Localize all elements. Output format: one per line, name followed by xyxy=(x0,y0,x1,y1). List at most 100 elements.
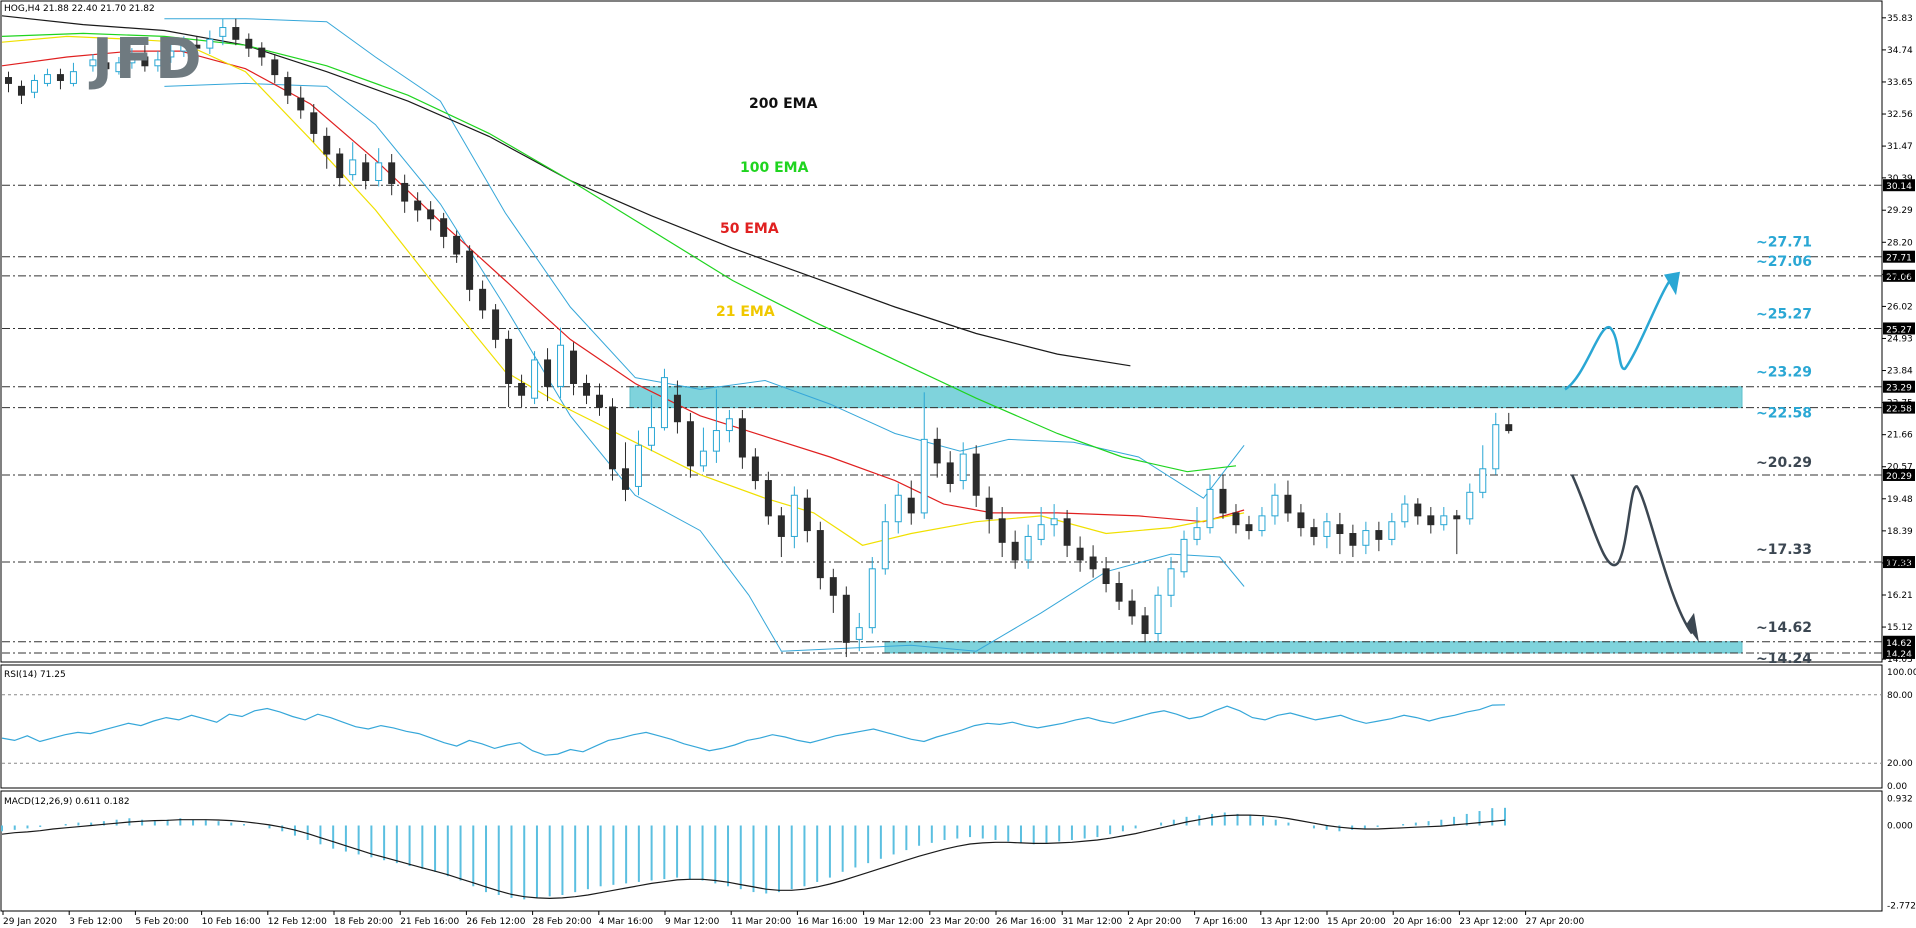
candle-body xyxy=(349,159,357,176)
candle-body xyxy=(647,427,655,446)
candle-body xyxy=(725,418,733,432)
level-label-2: ~27.06 xyxy=(1756,254,1812,270)
candle-body xyxy=(855,627,863,640)
y-tick-label-13: 21.66 xyxy=(1887,431,1913,441)
rsi-label: RSI(14) 71.25 xyxy=(4,670,66,680)
candle-body xyxy=(1115,583,1123,602)
candle-body xyxy=(1180,538,1188,573)
y-tick-label-5: 30.39 xyxy=(1887,174,1913,184)
x-tick-label-10: 9 Mar 12:00 xyxy=(665,917,720,927)
x-tick-label-14: 23 Mar 20:00 xyxy=(930,917,990,927)
candle-body xyxy=(69,71,77,84)
level-label-7: ~17.33 xyxy=(1756,542,1812,558)
candle-body xyxy=(323,135,331,155)
candle-body xyxy=(1388,521,1396,540)
y-tick-label-8: 27.11 xyxy=(1887,270,1913,280)
price-box-text-0: 30.14 xyxy=(1886,182,1912,192)
candle-body xyxy=(803,497,811,532)
price-box-text-1: 27.71 xyxy=(1886,254,1912,264)
candle-body xyxy=(1232,512,1240,526)
candle-body xyxy=(1167,568,1175,596)
symbol-line: HOG,H4 21.88 22.40 21.70 21.82 xyxy=(4,4,155,14)
bearish-scenario-arrow xyxy=(1570,474,1694,635)
candle-body xyxy=(414,200,422,211)
rsi-tick-1: 80.00 xyxy=(1887,691,1913,701)
y-tick-label-9: 26.02 xyxy=(1887,302,1913,312)
candle-body xyxy=(1362,530,1370,546)
candle-body xyxy=(985,497,993,520)
y-tick-label-12: 22.75 xyxy=(1887,399,1913,409)
candle-body xyxy=(751,456,759,482)
rsi-tick-3: 0.00 xyxy=(1887,782,1907,792)
candle-body xyxy=(738,418,746,458)
candle-body xyxy=(712,430,720,452)
candle-body xyxy=(1193,527,1201,540)
candle-body xyxy=(596,394,604,408)
price-box-3 xyxy=(1883,322,1915,335)
candle-body xyxy=(43,74,51,84)
candle-body xyxy=(206,38,214,49)
price-box-text-4: 23.29 xyxy=(1886,384,1912,394)
candle-body xyxy=(466,250,474,290)
candle-body xyxy=(933,438,941,464)
level-label-5: ~22.58 xyxy=(1756,406,1812,422)
price-box-text-9: 14.24 xyxy=(1886,650,1912,660)
candle-body xyxy=(180,44,188,52)
candle-body xyxy=(427,209,435,220)
ema50-label: 50 EMA xyxy=(720,221,779,237)
x-tick-label-8: 28 Feb 20:00 xyxy=(533,917,592,927)
candle-body xyxy=(920,438,928,514)
candle-body xyxy=(102,62,110,70)
candle-body xyxy=(583,382,591,396)
rsi-tick-2: 20.00 xyxy=(1887,759,1913,769)
y-tick-label-1: 34.74 xyxy=(1887,46,1913,56)
candle-body xyxy=(544,359,552,387)
candle-body xyxy=(907,497,915,514)
candle-body xyxy=(1063,518,1071,546)
x-tick-label-11: 11 Mar 20:00 xyxy=(731,917,791,927)
candle-body xyxy=(245,38,253,49)
rsi-line xyxy=(1,704,1506,756)
ema100-label: 100 EMA xyxy=(740,160,809,176)
candle-body xyxy=(375,162,383,182)
candle-body xyxy=(1258,515,1266,532)
candle-body xyxy=(1102,568,1110,585)
bollinger-upper-line xyxy=(164,18,1245,499)
x-tick-label-2: 5 Feb 20:00 xyxy=(135,917,189,927)
candle-body xyxy=(660,377,668,429)
candle-body xyxy=(972,453,980,496)
y-tick-label-20: 14.03 xyxy=(1887,655,1913,665)
candle-body xyxy=(531,359,539,399)
candle-body xyxy=(388,162,396,184)
candle-body xyxy=(167,50,175,58)
candle-body xyxy=(777,515,785,537)
ema21-line xyxy=(1,35,1245,546)
candle-body xyxy=(115,62,123,73)
x-tick-label-0: 29 Jan 2020 xyxy=(3,917,57,927)
candle-body xyxy=(362,162,370,182)
candle-body xyxy=(336,153,344,179)
price-box-0 xyxy=(1883,179,1915,192)
candle-body xyxy=(505,338,513,384)
candle-body xyxy=(1453,515,1461,520)
ema200-label: 200 EMA xyxy=(749,96,818,112)
candle-body xyxy=(271,59,279,76)
y-tick-label-3: 32.56 xyxy=(1887,110,1913,120)
candle-body xyxy=(1349,533,1357,546)
candle-body xyxy=(829,577,837,596)
candle-body xyxy=(1401,503,1409,523)
price-box-text-3: 25.27 xyxy=(1886,325,1912,335)
candle-body xyxy=(518,382,526,396)
price-box-1 xyxy=(1883,250,1915,263)
candle-body xyxy=(1154,594,1162,635)
level-label-8: ~14.62 xyxy=(1756,620,1812,636)
candle-body xyxy=(1271,494,1279,517)
candle-body xyxy=(1128,600,1136,617)
x-tick-label-22: 23 Apr 12:00 xyxy=(1459,917,1518,927)
main-panel-frame xyxy=(0,0,1883,663)
jfd-logo: JFD xyxy=(88,27,204,92)
candle-body xyxy=(492,309,500,340)
candle-body xyxy=(1245,524,1253,532)
price-box-text-7: 17.33 xyxy=(1886,559,1912,569)
